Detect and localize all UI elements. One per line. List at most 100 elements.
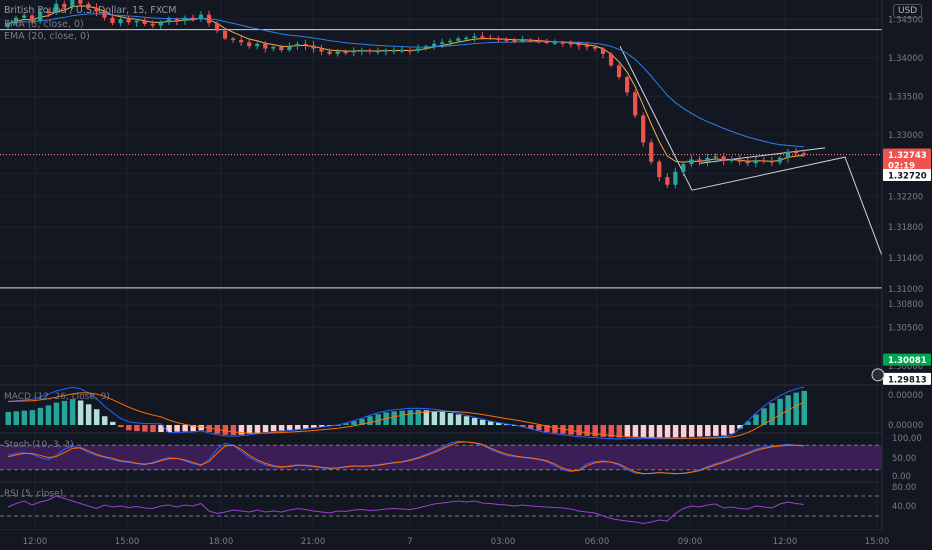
candle-body <box>134 20 139 23</box>
candle-body <box>174 19 179 21</box>
macd-tick-label: 0.00000 <box>888 421 923 431</box>
trendline-drop <box>619 45 693 191</box>
candle-body <box>327 51 332 54</box>
time-axis[interactable]: 12:00 15:00 18:00 21:00 7 03:00 06:00 09:00 12:0… <box>0 530 932 550</box>
candle-body <box>54 3 59 14</box>
candle-body <box>448 40 453 43</box>
macd-signal-line <box>7 392 805 439</box>
ema-slow-legend[interactable]: EMA (20, close, 0) <box>4 31 90 42</box>
candle-body <box>198 14 204 20</box>
macd-bar <box>101 416 108 425</box>
macd-bar <box>640 425 647 438</box>
macd-bar <box>801 390 807 425</box>
macd-bar <box>672 425 679 438</box>
stoch-legend[interactable]: Stoch (10, 3, 3) <box>4 440 74 450</box>
candle-body <box>295 43 300 47</box>
macd-bar <box>53 402 60 425</box>
macd-bar <box>375 414 381 425</box>
rsi-legend[interactable]: RSI (5, close) <box>4 489 64 499</box>
macd-bar <box>21 410 28 425</box>
candle-body <box>319 48 324 52</box>
macd-bar <box>664 425 671 438</box>
macd-bar <box>407 410 414 425</box>
macd-bar <box>769 403 775 425</box>
ema-fast-legend[interactable]: EMA (5, close, 0) <box>4 19 84 30</box>
candle-body <box>424 46 429 49</box>
macd-bar <box>343 423 349 425</box>
candle-body <box>745 161 750 164</box>
macd-bar <box>110 421 116 425</box>
macd-bar <box>455 414 462 425</box>
price-tick-label: 1.31000 <box>888 285 923 295</box>
macd-bar <box>367 416 373 425</box>
price-tag-bg <box>883 148 931 161</box>
macd-bar <box>753 414 759 425</box>
candle-body <box>753 160 758 164</box>
time-tick-label: 7 <box>407 537 412 547</box>
candle-body <box>359 50 364 52</box>
price-tick-label: 1.34000 <box>888 54 923 64</box>
macd-bar <box>174 425 180 432</box>
macd-bar <box>230 425 237 436</box>
candle-body <box>512 40 517 42</box>
macd-legend[interactable]: MACD (12, 26, close, 9) <box>4 392 110 402</box>
candle-body <box>729 159 734 161</box>
macd-bar <box>616 425 623 438</box>
price-tag-label: 02:19 <box>888 161 915 171</box>
ema-slow-line <box>7 13 805 148</box>
candle-body <box>552 42 557 44</box>
macd-bar <box>166 425 172 432</box>
macd-bar <box>198 425 204 431</box>
candle-body <box>480 36 485 38</box>
macd-bar <box>286 425 293 430</box>
macd-bar <box>777 398 783 425</box>
price-tick-label: 1.33000 <box>888 131 923 141</box>
time-tick-label: 06:00 <box>585 537 610 547</box>
macd-line <box>7 386 805 440</box>
candle-body <box>271 46 276 49</box>
candle-body <box>311 45 316 49</box>
price-axis[interactable]: 1.345001.340001.335001.330001.325001.322… <box>881 0 932 550</box>
candle-body <box>440 42 445 44</box>
price-tag-label: 1.30081 <box>888 356 927 366</box>
candle-body <box>351 50 356 53</box>
time-tick-label: 03:00 <box>491 537 516 547</box>
candle-body <box>231 38 236 41</box>
macd-bar <box>335 425 341 426</box>
currency-badge[interactable]: USD <box>893 4 923 18</box>
stoch-tick-label: 0.00 <box>892 472 911 482</box>
grid-lines <box>0 0 932 531</box>
candle-body <box>665 177 670 185</box>
macd-bar <box>29 410 36 425</box>
candle-body <box>38 11 43 21</box>
macd-bar <box>415 409 422 425</box>
candle-body <box>110 17 115 24</box>
rsi-line <box>7 495 805 525</box>
macd-bar <box>680 425 687 438</box>
macd-bar <box>745 421 751 425</box>
candle-body <box>86 3 91 8</box>
macd-tick-label: 0.00000 <box>888 391 923 401</box>
candle-body <box>102 11 107 18</box>
rsi-pane <box>0 495 882 525</box>
macd-bar <box>431 411 438 425</box>
candle-body <box>78 0 83 4</box>
candle-body <box>21 15 27 18</box>
symbol-title[interactable]: British Pound / U.S. Dollar, 15, FXCM <box>4 5 177 16</box>
price-tick-label: 1.34500 <box>888 15 923 25</box>
price-tick-label: 1.30800 <box>888 300 923 310</box>
candle-body <box>673 171 678 185</box>
macd-bar <box>294 425 301 430</box>
macd-bar <box>624 425 631 438</box>
macd-bar <box>158 425 164 432</box>
candle-body <box>190 17 196 20</box>
candle-body <box>560 42 565 44</box>
macd-bar <box>93 409 100 425</box>
ema-fast-line <box>7 5 805 163</box>
candle-body <box>713 156 718 158</box>
candle-body <box>222 30 228 39</box>
price-tag-bg <box>883 372 931 385</box>
price-tick-label: 1.30000 <box>888 362 923 372</box>
macd-bar <box>262 425 269 432</box>
